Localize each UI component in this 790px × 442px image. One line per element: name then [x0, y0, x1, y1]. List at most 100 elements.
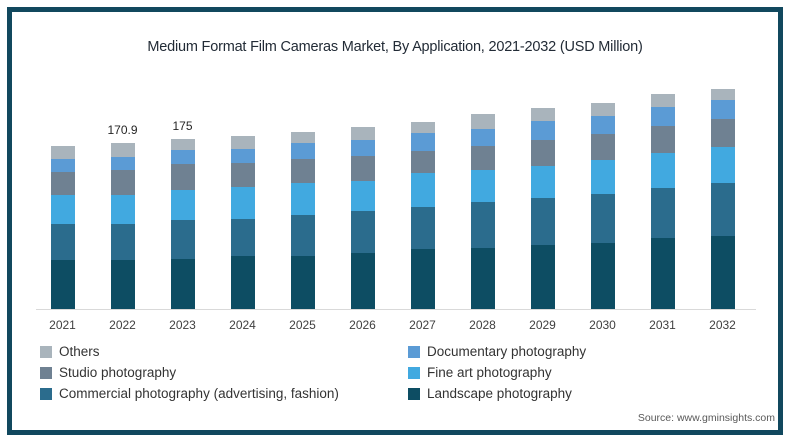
- bar-segment-documentary-photography: [710, 99, 735, 120]
- bar-segment-studio-photography: [290, 159, 315, 183]
- bar-segment-studio-photography: [650, 125, 675, 153]
- bar-segment-landscape-photography: [110, 260, 135, 309]
- x-axis-label-2026: 2026: [349, 318, 376, 332]
- bar-segment-documentary-photography: [110, 157, 135, 171]
- bar-segment-studio-photography: [110, 170, 135, 195]
- bar-segment-commercial-photography-advertising-fashion: [350, 210, 375, 254]
- bar-segment-landscape-photography: [710, 236, 735, 309]
- bar-segment-others: [50, 146, 75, 160]
- bar-2026: [350, 127, 375, 309]
- bar-segment-studio-photography: [470, 145, 495, 171]
- source-attribution: Source: www.gminsights.com: [637, 412, 775, 424]
- bar-segment-others: [170, 139, 195, 150]
- legend-label-documentary-photography: Documentary photography: [427, 344, 587, 359]
- bar-segment-commercial-photography-advertising-fashion: [710, 182, 735, 237]
- bar-2024: [230, 135, 255, 309]
- x-axis-label-2030: 2030: [589, 318, 616, 332]
- bar-segment-commercial-photography-advertising-fashion: [590, 194, 615, 244]
- bar-segment-landscape-photography: [350, 253, 375, 309]
- legend-label-others: Others: [59, 344, 100, 359]
- x-axis-label-2023: 2023: [169, 318, 196, 332]
- bar-2027: [410, 121, 435, 309]
- legend-item-studio-photography: Studio photography: [40, 365, 339, 380]
- x-axis-label-2032: 2032: [709, 318, 736, 332]
- bar-segment-documentary-photography: [650, 106, 675, 126]
- legend-label-studio-photography: Studio photography: [59, 365, 177, 380]
- bar-segment-others: [350, 127, 375, 141]
- bar-segment-landscape-photography: [50, 260, 75, 309]
- bar-segment-others: [470, 114, 495, 130]
- bar-segment-documentary-photography: [350, 140, 375, 156]
- bar-segment-landscape-photography: [590, 243, 615, 309]
- legend-column-right: Documentary photography Fine art photogr…: [408, 344, 586, 407]
- bar-segment-documentary-photography: [50, 159, 75, 173]
- bar-2021: [50, 146, 75, 309]
- bar-segment-documentary-photography: [410, 133, 435, 151]
- bar-segment-studio-photography: [590, 134, 615, 161]
- bar-segment-studio-photography: [350, 155, 375, 181]
- x-axis-label-2021: 2021: [49, 318, 76, 332]
- bar-value-label-2022: 170.9: [107, 123, 138, 138]
- bar-2025: [290, 131, 315, 309]
- legend-swatch-documentary-photography: [408, 345, 420, 358]
- x-axis-line: [36, 309, 756, 310]
- bar-segment-commercial-photography-advertising-fashion: [410, 206, 435, 250]
- bar-segment-studio-photography: [50, 172, 75, 196]
- bar-segment-fine-art-photography: [290, 182, 315, 216]
- bar-segment-others: [530, 108, 555, 121]
- legend-item-documentary-photography: Documentary photography: [408, 344, 586, 359]
- legend-label-commercial-photography: Commercial photography (advertising, fas…: [59, 386, 339, 401]
- bar-segment-fine-art-photography: [170, 190, 195, 221]
- legend-column-left: Others Studio photography Commercial pho…: [40, 344, 339, 407]
- legend-item-fine-art-photography: Fine art photography: [408, 365, 586, 380]
- bar-segment-commercial-photography-advertising-fashion: [470, 201, 495, 248]
- bar-segment-fine-art-photography: [650, 152, 675, 188]
- bar-2023: [170, 139, 195, 309]
- bar-segment-commercial-photography-advertising-fashion: [290, 215, 315, 256]
- bar-segment-fine-art-photography: [230, 186, 255, 219]
- bar-segment-fine-art-photography: [410, 172, 435, 207]
- bar-segment-fine-art-photography: [470, 170, 495, 202]
- bar-segment-studio-photography: [530, 140, 555, 167]
- bar-segment-studio-photography: [410, 150, 435, 173]
- bar-segment-commercial-photography-advertising-fashion: [110, 223, 135, 261]
- bar-segment-commercial-photography-advertising-fashion: [50, 224, 75, 261]
- bar-segment-others: [290, 131, 315, 143]
- x-axis-label-2031: 2031: [649, 318, 676, 332]
- x-axis-label-2028: 2028: [469, 318, 496, 332]
- bar-segment-fine-art-photography: [50, 195, 75, 225]
- bar-segment-landscape-photography: [290, 255, 315, 309]
- bar-segment-landscape-photography: [230, 255, 255, 309]
- bar-2031: [650, 94, 675, 309]
- bar-segment-landscape-photography: [650, 237, 675, 309]
- bar-segment-studio-photography: [170, 164, 195, 191]
- x-axis-label-2029: 2029: [529, 318, 556, 332]
- bar-value-label-2023: 175: [172, 119, 193, 134]
- bar-2030: [590, 102, 615, 309]
- bar-2028: [470, 114, 495, 309]
- bar-segment-documentary-photography: [530, 120, 555, 141]
- bar-segment-others: [410, 121, 435, 134]
- legend-swatch-fine-art-photography: [408, 366, 420, 379]
- bar-2022: [110, 143, 135, 309]
- x-axis-label-2024: 2024: [229, 318, 256, 332]
- x-axis-label-2022: 2022: [109, 318, 136, 332]
- bar-segment-landscape-photography: [470, 247, 495, 309]
- x-axis-label-2027: 2027: [409, 318, 436, 332]
- x-axis-label-2025: 2025: [289, 318, 316, 332]
- bar-segment-studio-photography: [230, 163, 255, 187]
- bar-2029: [530, 108, 555, 309]
- bar-segment-fine-art-photography: [590, 160, 615, 195]
- bar-segment-others: [590, 102, 615, 116]
- bar-segment-others: [230, 135, 255, 149]
- bar-segment-fine-art-photography: [350, 180, 375, 211]
- legend-swatch-studio-photography: [40, 366, 52, 379]
- bar-segment-documentary-photography: [290, 142, 315, 160]
- bar-segment-others: [110, 143, 135, 158]
- bar-2032: [710, 88, 735, 309]
- legend-label-fine-art-photography: Fine art photography: [427, 365, 552, 380]
- legend-item-landscape-photography: Landscape photography: [408, 386, 586, 401]
- bar-segment-others: [650, 94, 675, 107]
- legend-swatch-commercial-photography: [40, 387, 52, 400]
